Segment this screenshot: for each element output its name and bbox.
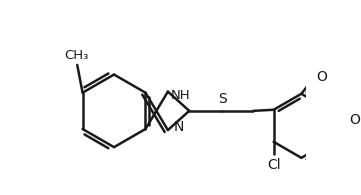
Text: O: O	[349, 113, 360, 128]
Text: N: N	[173, 120, 184, 134]
Text: S: S	[218, 91, 227, 105]
Text: Cl: Cl	[267, 158, 280, 172]
Text: O: O	[316, 70, 327, 84]
Text: CH₃: CH₃	[64, 49, 88, 62]
Text: NH: NH	[171, 89, 191, 102]
